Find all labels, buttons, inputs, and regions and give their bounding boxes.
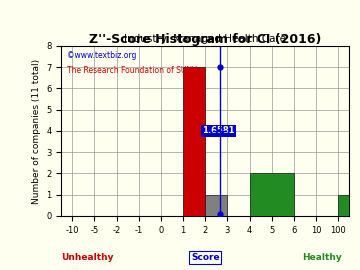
Bar (183, 67, 205, 216)
Text: ©www.textbiz.org: ©www.textbiz.org (67, 51, 136, 60)
Title: Z''-Score Histogram for CI (2016): Z''-Score Histogram for CI (2016) (89, 33, 321, 46)
Bar (249, 173, 294, 216)
Text: Healthy: Healthy (302, 253, 342, 262)
Text: Industry: Managed Health Care: Industry: Managed Health Care (124, 34, 286, 44)
Bar (338, 195, 360, 216)
Text: Unhealthy: Unhealthy (61, 253, 114, 262)
Text: Score: Score (191, 253, 220, 262)
Text: The Research Foundation of SUNY: The Research Foundation of SUNY (67, 66, 197, 75)
Bar (205, 195, 228, 216)
Y-axis label: Number of companies (11 total): Number of companies (11 total) (32, 58, 41, 204)
Text: 1.6581: 1.6581 (202, 126, 235, 136)
